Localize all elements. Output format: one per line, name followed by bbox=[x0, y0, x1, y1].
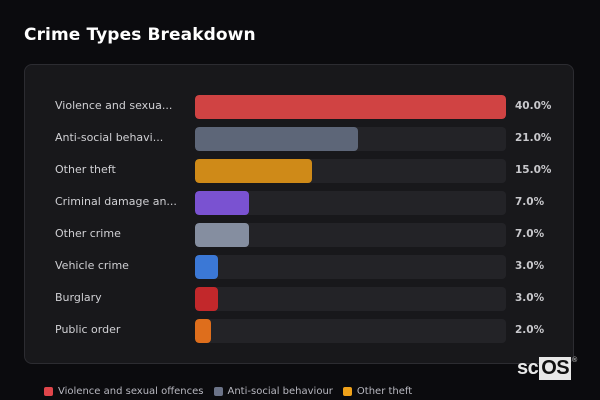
legend-item[interactable]: Other theft bbox=[342, 386, 413, 397]
legend-item[interactable]: Violence and sexual offences bbox=[44, 386, 204, 397]
bar-fill[interactable] bbox=[195, 159, 312, 183]
bar-fill[interactable] bbox=[195, 191, 250, 215]
chart-card: Violence and sexua... 40.0% Anti-social be… bbox=[24, 64, 574, 364]
bar-label: Violence and sexua... bbox=[55, 99, 173, 112]
bar-track bbox=[195, 127, 506, 151]
bar-label: Public order bbox=[55, 323, 121, 336]
legend-label: Violence and sexual offences bbox=[58, 386, 204, 397]
legend-swatch-icon bbox=[342, 387, 352, 396]
bar-fill[interactable] bbox=[195, 95, 506, 119]
bar-value: 15.0% bbox=[515, 164, 552, 176]
chart-legend: Violence and sexual offences Anti-social … bbox=[44, 386, 412, 397]
bar-value: 21.0% bbox=[515, 132, 552, 144]
bar-row: Burglary 3.0% bbox=[25, 287, 573, 311]
bar-row: Anti-social behavi... 21.0% bbox=[25, 127, 573, 151]
bar-row: Vehicle crime 3.0% bbox=[25, 255, 573, 279]
bar-track bbox=[195, 287, 506, 311]
bar-value: 7.0% bbox=[515, 228, 545, 240]
registered-icon: ® bbox=[572, 357, 577, 364]
bar-label: Anti-social behavi... bbox=[55, 131, 164, 144]
legend-swatch-icon bbox=[213, 387, 223, 396]
bar-label: Burglary bbox=[55, 291, 102, 304]
bar-fill[interactable] bbox=[195, 223, 250, 247]
bar-track bbox=[195, 255, 506, 279]
bar-track bbox=[195, 223, 506, 247]
bar-label: Other crime bbox=[55, 227, 121, 240]
bar-row: Public order 2.0% bbox=[25, 319, 573, 343]
bar-fill[interactable] bbox=[195, 127, 359, 151]
bar-track bbox=[195, 191, 506, 215]
bar-label: Other theft bbox=[55, 163, 116, 176]
legend-swatch-icon bbox=[44, 387, 53, 396]
bar-value: 3.0% bbox=[515, 292, 545, 304]
bar-value: 40.0% bbox=[515, 100, 552, 112]
legend-label: Anti-social behaviour bbox=[227, 386, 333, 397]
bar-row: Other theft 15.0% bbox=[25, 159, 573, 183]
bar-fill[interactable] bbox=[195, 287, 219, 311]
bar-row: Other crime 7.0% bbox=[25, 223, 573, 247]
page-title: Crime Types Breakdown bbox=[24, 25, 256, 45]
bar-fill[interactable] bbox=[195, 319, 211, 343]
bar-value: 7.0% bbox=[515, 196, 545, 208]
bar-value: 2.0% bbox=[515, 324, 545, 336]
logo-boxed: OS bbox=[539, 357, 572, 380]
legend-item[interactable]: Anti-social behaviour bbox=[213, 386, 333, 397]
bar-fill[interactable] bbox=[195, 255, 219, 279]
bar-track bbox=[195, 319, 506, 343]
bar-track bbox=[195, 95, 506, 119]
bar-track bbox=[195, 159, 506, 183]
bar-label: Vehicle crime bbox=[55, 259, 129, 272]
bar-row: Violence and sexua... 40.0% bbox=[25, 95, 573, 119]
bar-value: 3.0% bbox=[515, 260, 545, 272]
brand-logo: sc OS ® bbox=[517, 357, 577, 380]
bar-row: Criminal damage an... 7.0% bbox=[25, 191, 573, 215]
bar-label: Criminal damage an... bbox=[55, 195, 177, 208]
legend-label: Other theft bbox=[356, 386, 413, 397]
logo-prefix: sc bbox=[517, 357, 539, 379]
